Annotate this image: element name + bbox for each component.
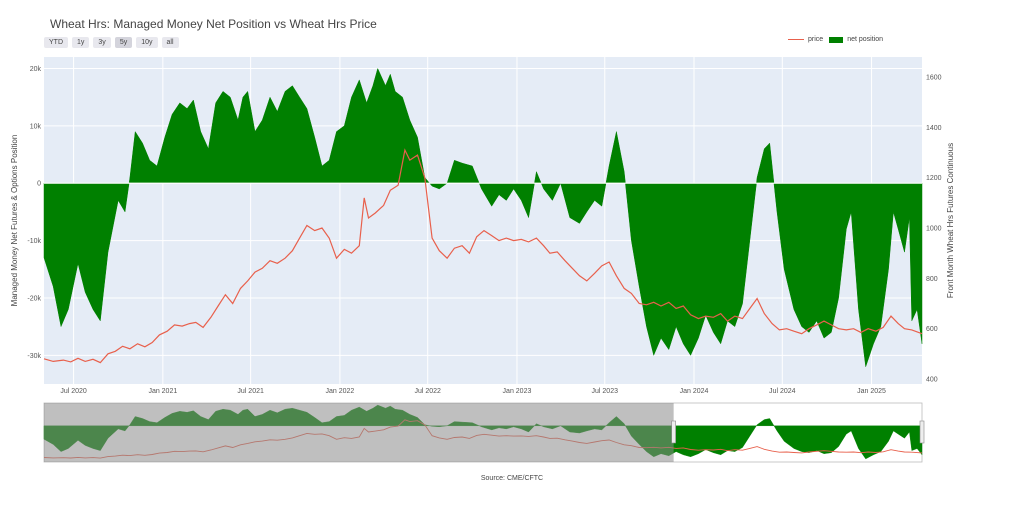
x-tick-label: Jan 2022 bbox=[325, 388, 354, 395]
y-right-tick-label: 600 bbox=[926, 326, 938, 333]
range-button-10y[interactable]: 10y bbox=[136, 37, 158, 48]
range-button-all[interactable]: all bbox=[161, 37, 179, 48]
x-tick-label: Jul 2020 bbox=[60, 388, 87, 395]
source-note: Source: CME/CFTC bbox=[480, 475, 544, 482]
y-right-tick-label: 400 bbox=[926, 376, 938, 383]
y-left-tick-label: -20k bbox=[27, 295, 41, 302]
series-net-position-area[interactable] bbox=[43, 67, 923, 367]
y-right-tick-label: 1600 bbox=[926, 75, 942, 82]
x-tick-label: Jul 2021 bbox=[237, 388, 264, 395]
legend-net-swatch bbox=[829, 36, 844, 43]
range-slider-mask bbox=[44, 403, 674, 462]
x-tick-label: Jan 2023 bbox=[503, 388, 532, 395]
range-button-5y[interactable]: 5y bbox=[114, 37, 133, 48]
y-left-axis-title: Managed Money Net Futures & Options Posi… bbox=[10, 135, 19, 307]
chart-title: Wheat Hrs: Managed Money Net Position vs… bbox=[50, 17, 377, 31]
y-left-tick-label: 20k bbox=[30, 66, 42, 73]
x-tick-label: Jan 2024 bbox=[680, 388, 709, 395]
x-tick-label: Jul 2024 bbox=[769, 388, 796, 395]
range-button-1y[interactable]: 1y bbox=[72, 37, 90, 48]
y-right-tick-label: 1200 bbox=[926, 175, 942, 182]
x-tick-label: Jul 2023 bbox=[592, 388, 619, 395]
range-button-3y[interactable]: 3y bbox=[93, 37, 111, 48]
legend-net-label: net position bbox=[847, 36, 883, 43]
range-slider-left-handle[interactable] bbox=[671, 420, 676, 444]
legend-item-price[interactable]: price bbox=[788, 36, 823, 43]
legend: price net position bbox=[788, 36, 883, 43]
x-tick-label: Jul 2022 bbox=[414, 388, 441, 395]
y-left-tick-label: 10k bbox=[30, 123, 42, 130]
range-button-ytd[interactable]: YTD bbox=[44, 37, 68, 48]
range-selector: YTD 1y 3y 5y 10y all bbox=[44, 37, 179, 48]
y-left-tick-label: -30k bbox=[27, 353, 41, 360]
series-price-line[interactable] bbox=[43, 148, 923, 364]
x-tick-label: Jan 2025 bbox=[857, 388, 886, 395]
y-left-tick-label: -10k bbox=[27, 238, 41, 245]
legend-price-swatch bbox=[788, 39, 804, 40]
y-right-axis-title: Front Month Wheat Hrs Futures Continuous bbox=[946, 143, 955, 298]
y-right-tick-label: 1000 bbox=[926, 226, 942, 233]
legend-item-net-position[interactable]: net position bbox=[829, 36, 883, 43]
range-slider-right-handle[interactable] bbox=[919, 420, 925, 444]
x-tick-label: Jan 2021 bbox=[148, 388, 177, 395]
y-right-tick-label: 1400 bbox=[926, 125, 942, 132]
y-right-tick-label: 800 bbox=[926, 276, 938, 283]
legend-price-label: price bbox=[808, 36, 824, 43]
y-left-tick-label: 0 bbox=[37, 181, 41, 188]
